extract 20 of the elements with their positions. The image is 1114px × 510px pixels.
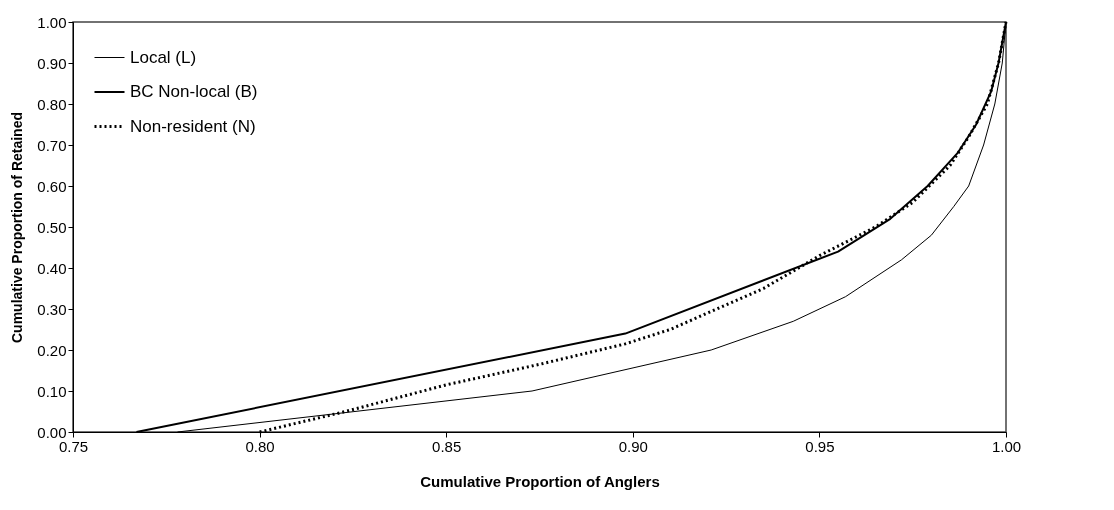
x-tick-label: 0.80 bbox=[245, 437, 275, 455]
y-tick-label: 0.90 bbox=[37, 54, 67, 72]
legend-label: BC Non-local (B) bbox=[130, 82, 258, 101]
y-tick-label: 0.50 bbox=[37, 218, 67, 236]
y-tick-label: 0.60 bbox=[37, 177, 67, 195]
legend-label: Non-resident (N) bbox=[130, 116, 256, 136]
y-tick-label: 1.00 bbox=[37, 13, 67, 31]
y-tick-label: 0.70 bbox=[37, 136, 67, 154]
x-axis-title: Cumulative Proportion of Anglers bbox=[420, 472, 660, 490]
y-tick-label: 0.20 bbox=[37, 341, 67, 359]
legend-label: Local (L) bbox=[130, 47, 197, 67]
x-tick-label: 1.00 bbox=[991, 437, 1022, 455]
y-tick-label: 0.30 bbox=[37, 300, 67, 318]
y-axis-title: Cumulative Proportion of Retained bbox=[9, 111, 26, 344]
y-tick-label: 0.80 bbox=[37, 95, 67, 113]
y-tick-label: 0.40 bbox=[37, 259, 67, 277]
y-tick-label: 0.10 bbox=[37, 382, 67, 400]
x-tick-label: 0.95 bbox=[805, 437, 835, 455]
x-tick-label: 0.90 bbox=[618, 437, 648, 455]
x-tick-label: 0.85 bbox=[432, 437, 462, 455]
